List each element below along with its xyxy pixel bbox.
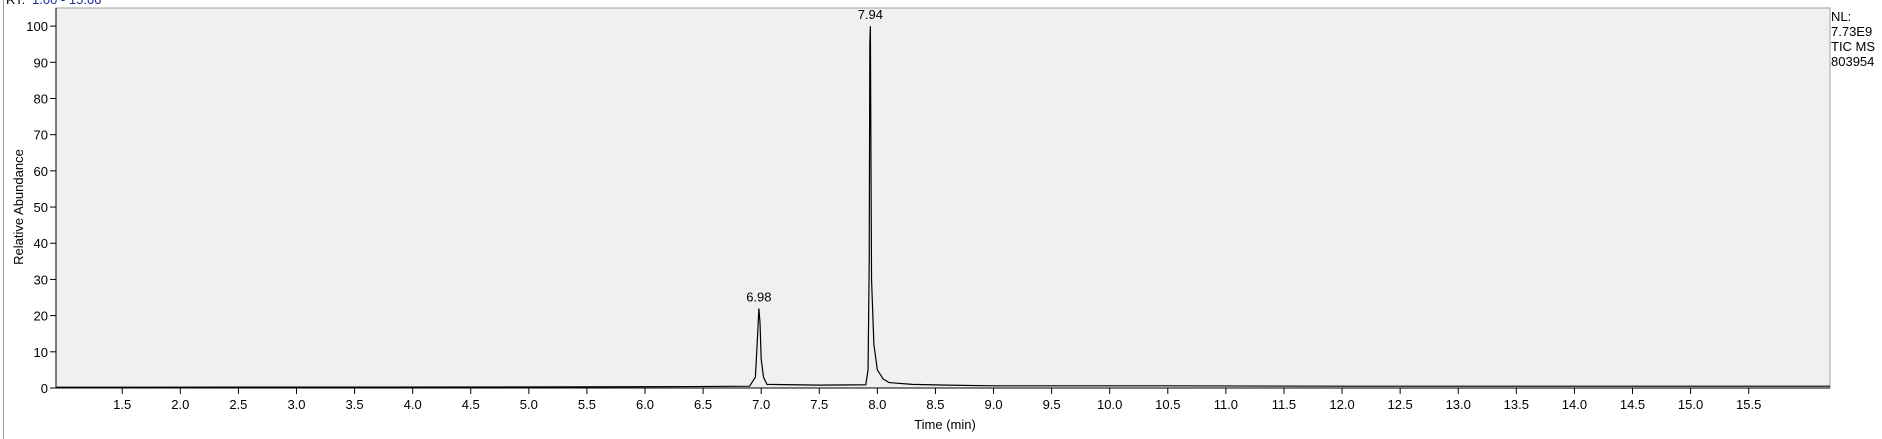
x-tick-label: 2.0 (171, 397, 189, 412)
y-tick-label: 40 (34, 236, 48, 251)
info-label: NL: (1831, 9, 1851, 24)
x-tick-label: 6.5 (694, 397, 712, 412)
x-tick-label: 10.5 (1155, 397, 1180, 412)
y-tick-label: 0 (41, 381, 48, 396)
x-tick-label: 2.5 (229, 397, 247, 412)
x-tick-label: 4.5 (462, 397, 480, 412)
x-tick-label: 5.0 (520, 397, 538, 412)
x-tick-label: 8.5 (926, 397, 944, 412)
x-tick-label: 3.5 (346, 397, 364, 412)
y-tick-label: 20 (34, 309, 48, 324)
peak-label: 6.98 (746, 289, 771, 304)
y-tick-label: 60 (34, 164, 48, 179)
y-tick-label: 100 (26, 19, 48, 34)
x-tick-label: 11.0 (1214, 397, 1238, 412)
x-tick-label: 15.0 (1678, 397, 1703, 412)
x-tick-label: 10.0 (1097, 397, 1122, 412)
x-tick-label: 12.5 (1387, 397, 1412, 412)
x-tick-label: 15.5 (1736, 397, 1761, 412)
y-tick-label: 70 (34, 128, 48, 143)
info-label: 803954 (1831, 54, 1874, 69)
y-tick-label: 30 (34, 272, 48, 287)
x-tick-label: 6.0 (636, 397, 654, 412)
x-tick-label: 4.0 (404, 397, 422, 412)
peak-label: 7.94 (858, 7, 883, 22)
x-axis-label: Time (min) (914, 417, 976, 432)
x-tick-label: 13.5 (1504, 397, 1529, 412)
x-tick-label: 13.0 (1446, 397, 1471, 412)
x-tick-label: 3.0 (287, 397, 305, 412)
info-label: 7.73E9 (1831, 24, 1872, 39)
x-tick-label: 7.0 (752, 397, 770, 412)
info-label: TIC MS (1831, 39, 1875, 54)
x-tick-label: 1.5 (113, 397, 131, 412)
x-tick-label: 9.5 (1043, 397, 1061, 412)
x-tick-label: 8.0 (868, 397, 886, 412)
chromatogram-line (55, 26, 1830, 388)
y-tick-label: 80 (34, 91, 48, 106)
y-tick-label: 10 (34, 345, 48, 360)
x-tick-label: 11.5 (1272, 397, 1296, 412)
y-tick-label: 50 (34, 200, 48, 215)
x-tick-label: 7.5 (810, 397, 828, 412)
y-tick-label: 90 (34, 55, 48, 70)
x-tick-label: 14.0 (1562, 397, 1587, 412)
range-prefix: RT: (6, 0, 25, 7)
x-tick-label: 12.0 (1329, 397, 1354, 412)
range-value: 1.00 - 15.66 (32, 0, 101, 7)
x-tick-label: 14.5 (1620, 397, 1645, 412)
plot-area (55, 7, 1831, 389)
y-axis-label: Relative Abundance (11, 149, 26, 265)
x-tick-label: 5.5 (578, 397, 596, 412)
x-tick-label: 9.0 (984, 397, 1002, 412)
